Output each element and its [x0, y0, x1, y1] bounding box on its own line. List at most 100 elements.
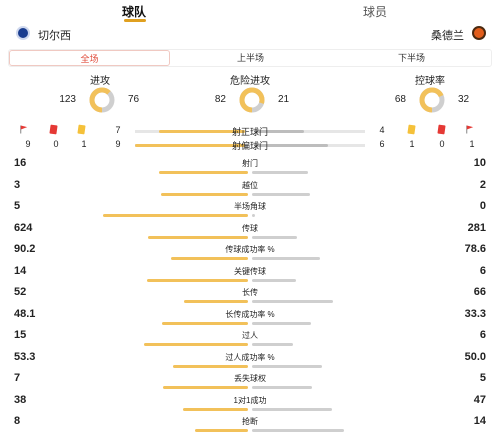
stat-bar-away: [252, 214, 255, 217]
stat-row: 14 关键传球 6: [0, 265, 500, 287]
period-first-half[interactable]: 上半场: [236, 53, 264, 63]
home-card-count: 9: [25, 139, 31, 149]
tab-team[interactable]: 球队: [121, 5, 146, 19]
stat-bar-away: [252, 407, 333, 411]
red-card-icon: [49, 124, 58, 135]
stat-bar-home: [173, 364, 248, 368]
shot-bar-away: [255, 144, 329, 147]
shot-bar-away: [255, 130, 304, 133]
stat-row: 53.3 过人成功率 % 50.0: [0, 351, 500, 373]
stat-bar-away: [252, 321, 312, 325]
yellow-card-icon: [77, 124, 86, 135]
stat-away-value: 281: [467, 221, 486, 234]
stat-label: 关键传球: [234, 266, 266, 276]
period-full-match[interactable]: 全场: [9, 50, 170, 66]
stat-bar-away: [252, 171, 308, 174]
team-header: 切尔西 桑德兰: [0, 24, 500, 44]
stat-label: 传球: [242, 223, 258, 233]
home-card-count: 1: [81, 139, 87, 149]
stat-label: 越位: [242, 180, 258, 190]
stat-bar-home: [163, 386, 248, 389]
shot-row: 射偏球门 9 6: [0, 139, 500, 151]
stat-bar-away: [252, 429, 345, 432]
stat-bar-home: [161, 192, 248, 196]
stat-row: 38 1对1成功 47: [0, 394, 500, 416]
donut-away-value: 76: [128, 94, 140, 105]
stat-bar-away: [252, 235, 298, 239]
shot-away-value: 6: [379, 139, 385, 149]
stat-bar-home: [158, 171, 248, 174]
stat-bar-home: [103, 214, 248, 217]
shot-bar-home: [159, 130, 245, 133]
away-card-count: 0: [439, 139, 445, 149]
donut-title: 控球率: [415, 76, 445, 87]
card-icons-row: [0, 124, 500, 137]
yellow-card-icon: [407, 124, 416, 135]
stat-away-value: 47: [473, 393, 486, 406]
red-card-icon: [437, 124, 446, 135]
top-tabs: 球队 球员: [0, 0, 500, 22]
stat-away-value: 50.0: [464, 350, 486, 363]
donut-chart: [89, 87, 115, 113]
stat-away-value: 0: [479, 200, 486, 212]
stat-label: 长传成功率 %: [225, 309, 275, 319]
period-selector: 全场 上半场 下半场: [8, 49, 492, 67]
stat-home-value: 15: [14, 329, 27, 341]
stat-bar-away: [252, 364, 323, 368]
stat-away-value: 10: [473, 157, 486, 169]
away-team-logo: [472, 26, 486, 40]
stat-home-value: 90.2: [14, 243, 36, 255]
stat-row: 15 过人 6: [0, 329, 500, 351]
stat-label: 半场角球: [234, 202, 266, 211]
stat-home-value: 38: [14, 393, 27, 406]
stat-home-value: 5: [14, 200, 21, 212]
home-team-logo: [16, 26, 30, 40]
donut-away-value: 32: [458, 94, 470, 105]
home-team-name: 切尔西: [38, 30, 71, 42]
stat-bar-home: [148, 235, 248, 239]
stat-home-value: 48.1: [14, 307, 36, 320]
shot-label: 射正球门: [231, 127, 268, 137]
donut-chart: [419, 87, 445, 113]
away-team-name: 桑德兰: [431, 30, 464, 42]
stat-row: 3 越位 2: [0, 179, 500, 201]
card-counts-row: 9 0 1 1 0 1: [0, 139, 500, 151]
stat-home-value: 14: [14, 264, 27, 277]
donut-home-arc: [239, 87, 265, 113]
corner-flag-icon: [20, 125, 28, 134]
away-card-count: 1: [409, 139, 415, 149]
donut-home-arc: [419, 87, 445, 113]
stat-away-value: 6: [479, 329, 486, 341]
shot-track-away: [255, 130, 365, 133]
active-tab-underline: [124, 19, 146, 22]
flag-cloth: [20, 125, 28, 130]
home-card-count: 0: [53, 139, 59, 149]
stat-row: 90.2 传球成功率 % 78.6: [0, 243, 500, 265]
shot-home-value: 9: [115, 139, 121, 149]
flag-cloth: [466, 125, 474, 130]
stat-away-value: 33.3: [464, 307, 486, 320]
stat-bar-away: [252, 278, 296, 282]
stat-row: 8 抢断 14: [0, 415, 500, 437]
stat-bar-away: [252, 192, 310, 196]
stat-home-value: 3: [14, 178, 21, 191]
stat-row: 5 半场角球 0: [0, 200, 500, 222]
donut-title: 进攻: [90, 76, 110, 87]
stat-label: 抢断: [242, 417, 258, 426]
stat-row: 48.1 长传成功率 % 33.3: [0, 308, 500, 330]
stat-bar-home: [146, 278, 248, 282]
period-second-half[interactable]: 下半场: [397, 53, 425, 63]
stat-bar-home: [170, 257, 248, 260]
donut-0: 进攻 123 76: [30, 72, 170, 113]
stat-row: 624 传球 281: [0, 222, 500, 244]
donut-title: 危险进攻: [230, 76, 270, 87]
stat-home-value: 53.3: [14, 350, 36, 363]
donut-1: 危险进攻 82 21: [180, 72, 320, 113]
stat-away-value: 5: [479, 372, 486, 384]
donut-home-value: 82: [214, 94, 226, 105]
tab-players[interactable]: 球员: [362, 5, 387, 19]
stat-bar-away: [252, 386, 313, 389]
stat-bar-home: [144, 343, 248, 346]
shot-away-value: 4: [379, 125, 385, 135]
shot-bar-home: [135, 144, 245, 147]
